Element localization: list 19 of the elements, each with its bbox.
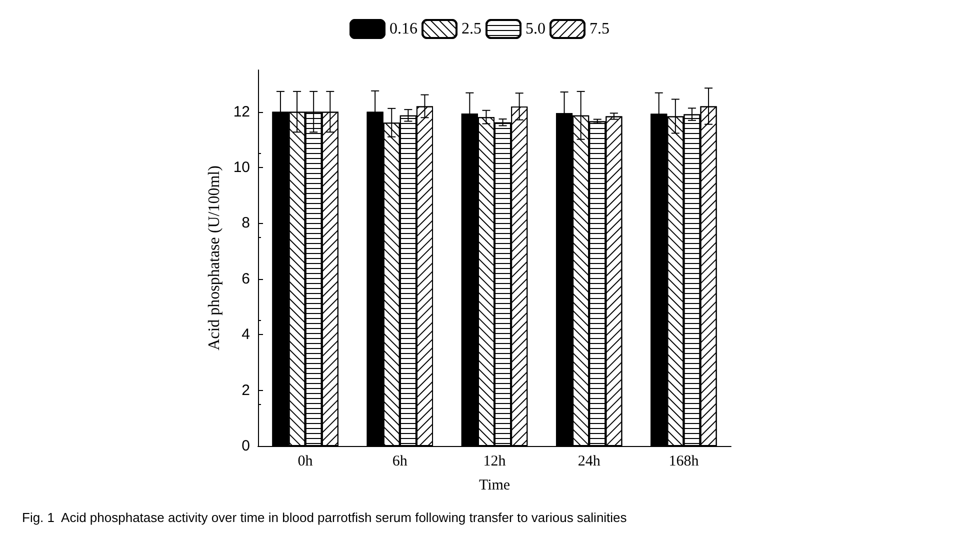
- y-tick-label: 10: [233, 158, 250, 176]
- y-axis-title: Acid phosphatase (U/100ml): [206, 166, 223, 350]
- legend-label: 2.5: [462, 20, 482, 38]
- y-tick-label: 6: [242, 270, 250, 288]
- legend-label: 0.16: [390, 20, 418, 38]
- y-tick-label: 8: [242, 214, 250, 232]
- legend-label: 5.0: [526, 20, 546, 38]
- x-axis-title: Time: [478, 478, 510, 494]
- x-tick-label: 6h: [392, 454, 408, 470]
- y-tick-label: 4: [242, 326, 250, 344]
- x-tick-label: 24h: [578, 454, 601, 470]
- y-tick-label: 0: [242, 438, 250, 454]
- y-tick-label: 2: [242, 382, 250, 399]
- y-tick-label: 12: [233, 103, 250, 120]
- legend-label: 7.5: [590, 20, 610, 38]
- x-tick-label: 0h: [298, 454, 314, 470]
- caption: Fig. 1 Acid phosphatase activity over time in blood parrotfish serum following transfer to various salinities: [22, 510, 628, 525]
- x-tick-label: 12h: [483, 454, 506, 470]
- x-tick-label: 168h: [668, 454, 700, 470]
